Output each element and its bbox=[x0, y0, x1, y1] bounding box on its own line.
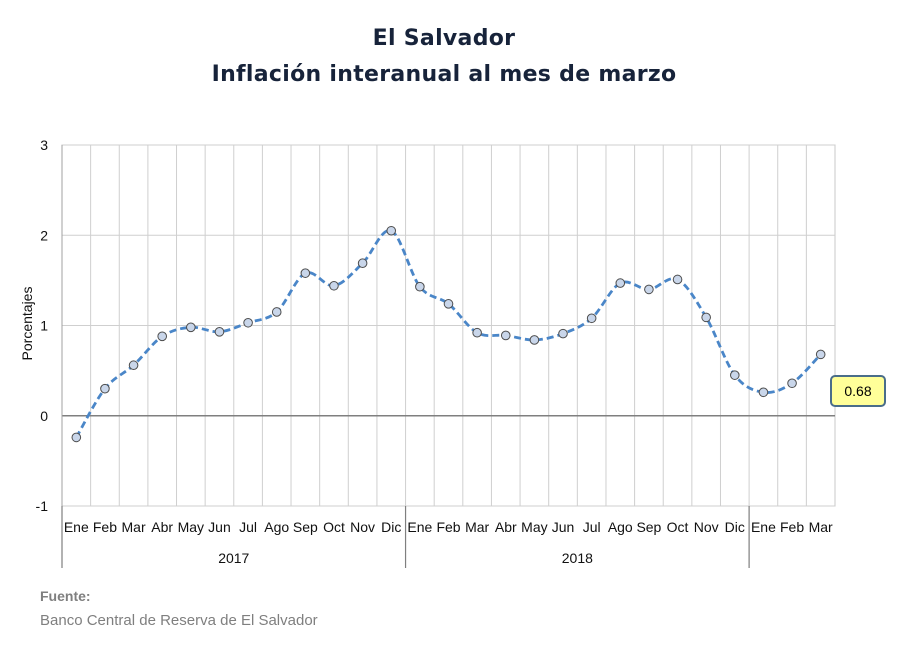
x-tick-label: Abr bbox=[495, 519, 517, 535]
x-tick-label: Nov bbox=[694, 519, 719, 535]
x-tick-label: Feb bbox=[436, 519, 460, 535]
data-point bbox=[729, 370, 740, 380]
series-line bbox=[75, 229, 822, 439]
data-point bbox=[787, 378, 797, 389]
data-point bbox=[243, 317, 253, 328]
x-tick-label: Mar bbox=[122, 519, 146, 535]
series-markers bbox=[71, 225, 826, 443]
data-point bbox=[644, 284, 654, 295]
data-point bbox=[100, 383, 110, 394]
x-tick-labels: Ene Feb Mar Abr May Jun Jul Ago Sep Oct Nov Dic Ene F… bbox=[64, 519, 833, 535]
data-point bbox=[71, 432, 82, 443]
x-tick-label: Jun bbox=[208, 519, 231, 535]
data-point bbox=[128, 360, 139, 371]
x-tick-label: Ene bbox=[751, 519, 776, 535]
x-tick-label: Sep bbox=[293, 519, 318, 535]
data-point bbox=[672, 274, 683, 285]
data-point bbox=[443, 299, 454, 309]
x-tick-label: Oct bbox=[667, 519, 689, 535]
year-group-labels: 2017 2018 bbox=[218, 550, 593, 566]
x-tick-label: Jul bbox=[239, 519, 257, 535]
data-point bbox=[586, 313, 597, 324]
x-tick-label: Feb bbox=[93, 519, 117, 535]
source-text: Banco Central de Reserva de El Salvador bbox=[40, 612, 318, 629]
x-tick-label: May bbox=[178, 519, 204, 535]
y-tick-label: 3 bbox=[40, 137, 48, 153]
x-tick-label: Jul bbox=[583, 519, 601, 535]
data-point bbox=[472, 327, 482, 338]
data-point bbox=[500, 330, 511, 341]
axes bbox=[61, 145, 835, 568]
data-point bbox=[157, 331, 168, 342]
data-point bbox=[186, 322, 196, 333]
y-tick-labels: -1 0 1 2 3 bbox=[36, 137, 49, 514]
x-tick-label: Ene bbox=[407, 519, 432, 535]
x-tick-label: Feb bbox=[780, 519, 804, 535]
data-point bbox=[214, 327, 225, 337]
data-point bbox=[357, 258, 368, 269]
y-tick-label: 1 bbox=[40, 318, 48, 334]
x-tick-label: Jun bbox=[552, 519, 575, 535]
source-label: Fuente: bbox=[40, 588, 91, 604]
data-point bbox=[329, 280, 339, 291]
y-tick-label: 0 bbox=[40, 408, 48, 424]
y-tick-label: 2 bbox=[40, 227, 48, 243]
y-axis-label: Porcentajes bbox=[19, 287, 35, 361]
year-label: 2018 bbox=[562, 550, 593, 566]
x-tick-label: Oct bbox=[323, 519, 345, 535]
x-tick-label: Ago bbox=[264, 519, 289, 535]
year-label: 2017 bbox=[218, 550, 249, 566]
data-point bbox=[415, 281, 425, 292]
data-point bbox=[615, 278, 626, 288]
data-point bbox=[558, 328, 568, 339]
x-tick-label: Nov bbox=[350, 519, 375, 535]
last-value-callout: 0.68 bbox=[830, 375, 886, 407]
x-tick-label: Dic bbox=[381, 519, 401, 535]
x-tick-label: May bbox=[521, 519, 547, 535]
chart-title: El Salvador bbox=[372, 26, 516, 51]
data-point bbox=[701, 312, 711, 323]
data-point bbox=[271, 307, 282, 317]
x-tick-label: Ago bbox=[608, 519, 633, 535]
x-tick-label: Ene bbox=[64, 519, 89, 535]
x-tick-label: Sep bbox=[636, 519, 661, 535]
x-tick-label: Mar bbox=[465, 519, 489, 535]
data-point bbox=[386, 225, 397, 236]
y-tick-label: -1 bbox=[36, 498, 49, 514]
gridlines bbox=[61, 144, 836, 507]
x-tick-label: Dic bbox=[725, 519, 745, 535]
data-point bbox=[758, 387, 769, 398]
x-tick-label: Abr bbox=[151, 519, 173, 535]
data-point bbox=[300, 268, 311, 278]
chart-subtitle: Inflación interanual al mes de marzo bbox=[211, 62, 677, 87]
x-tick-label: Mar bbox=[809, 519, 833, 535]
data-point bbox=[815, 349, 826, 360]
data-point bbox=[529, 335, 540, 345]
